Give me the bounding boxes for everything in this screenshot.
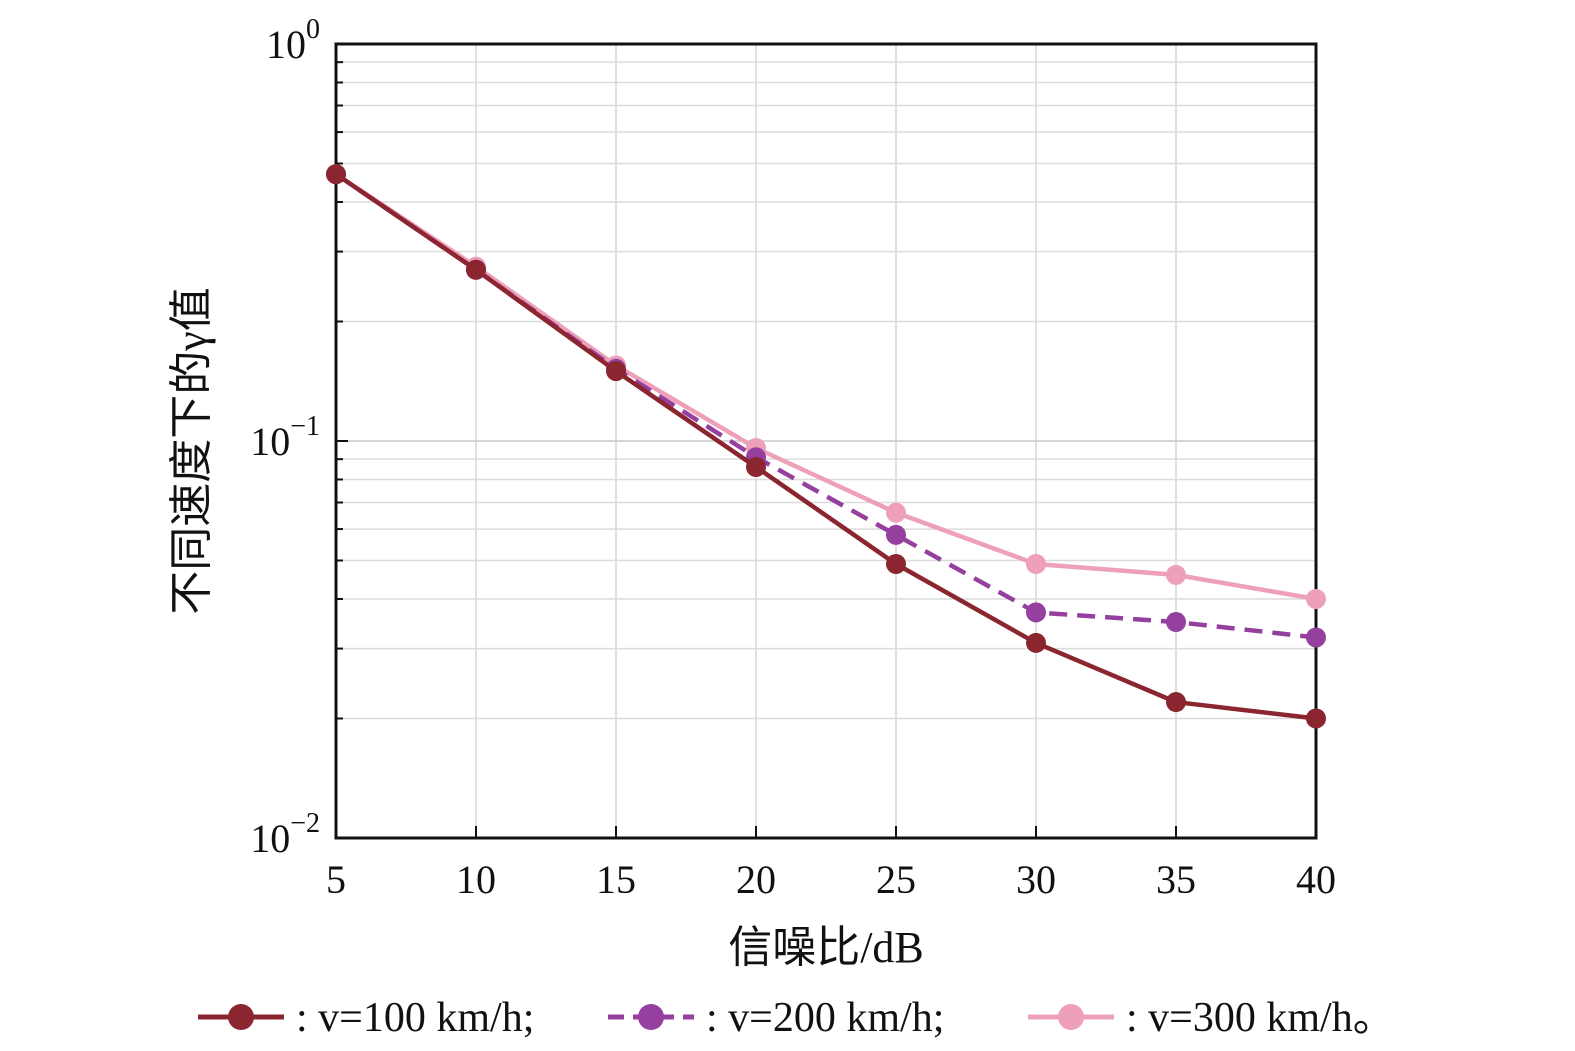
x-tick-label: 30	[1016, 857, 1056, 902]
legend-marker	[228, 1004, 254, 1030]
series-point	[886, 553, 906, 574]
series-point	[326, 164, 346, 185]
series-point	[886, 502, 906, 523]
legend-label: : v=100 km/h;	[296, 995, 534, 1041]
legend: : v=100 km/h; : v=200 km/h; : v=300 km/h。	[198, 995, 1395, 1041]
series-point	[1166, 612, 1186, 633]
y-tick-label: 10−2	[250, 808, 320, 861]
series-point	[746, 457, 766, 478]
x-tick-label: 5	[326, 857, 346, 902]
legend-label: : v=200 km/h;	[706, 995, 944, 1041]
legend-item-1: : v=100 km/h;	[198, 995, 534, 1041]
x-tick-label: 25	[876, 857, 916, 902]
x-tick-label: 35	[1156, 857, 1196, 902]
legend-marker	[638, 1004, 664, 1030]
y-tick-label: 100	[266, 14, 320, 67]
series-point	[1306, 627, 1326, 648]
grid-lines	[336, 44, 1316, 838]
series-line	[334, 172, 1317, 721]
series-point	[1026, 602, 1046, 623]
series-line	[334, 172, 1317, 602]
series-point	[1166, 692, 1186, 713]
x-tick-label: 20	[736, 857, 776, 902]
x-tick-label: 40	[1296, 857, 1336, 902]
series-group	[326, 164, 1326, 729]
legend-item-2: : v=200 km/h;	[608, 995, 944, 1041]
series-point	[1306, 588, 1326, 609]
legend-label: : v=300 km/h。	[1126, 995, 1395, 1041]
series-point	[1166, 564, 1186, 585]
legend-marker	[1058, 1004, 1084, 1030]
series-point	[1026, 553, 1046, 574]
series-point	[1306, 708, 1326, 729]
x-tick-label: 10	[456, 857, 496, 902]
x-axis-label: 信噪比/dB	[728, 923, 924, 972]
series-1	[326, 164, 1326, 729]
y-tick-label: 10−1	[250, 411, 320, 464]
x-tick-label: 15	[596, 857, 636, 902]
series-point	[1026, 632, 1046, 653]
series-point	[466, 259, 486, 280]
series-point	[886, 524, 906, 545]
legend-item-3: : v=300 km/h。	[1028, 995, 1395, 1041]
tick-labels: 5 10 15 20 25 30 35 40 100 10−1 10−2	[250, 14, 1336, 902]
axis-ticks	[335, 61, 1317, 839]
series-point	[606, 361, 626, 382]
y-axis-label: 不同速度下的γ值	[167, 287, 216, 614]
